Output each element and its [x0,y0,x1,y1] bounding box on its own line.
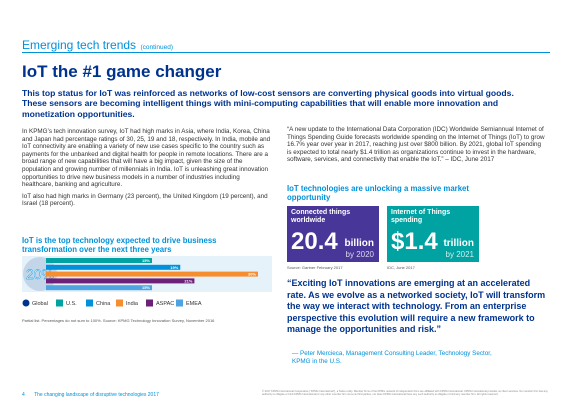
continued: (continued) [140,44,174,51]
bar-label: 30% [248,272,256,277]
bar [46,264,181,270]
stat-by: by 2020 [345,250,374,259]
bar-label: 19% [170,265,178,270]
section: Emerging tech trends [22,38,137,52]
stat-source: IDC, June 2017 [387,265,415,270]
lead: This top status for IoT was reinforced a… [22,88,514,119]
stat-label: Internet of Things spending [391,209,451,224]
stats: Connected things worldwide 20.4 billion … [287,206,487,272]
stat-unit: billion [344,238,374,249]
legend-swatch [146,299,153,307]
stat-unit: trillion [443,238,474,249]
paragraph: IoT also had high marks in Germany (23 p… [22,192,268,208]
bar [46,285,152,291]
legend-label: EMEA [186,301,202,307]
header: Emerging tech trends (continued) [22,36,173,54]
legend-label: U.S. [66,301,77,307]
stat-box: Internet of Things spending $1.4 trillio… [387,206,479,262]
bar-label: 15% [142,285,150,290]
stat-source: Source: Gartner February 2017 [287,265,343,270]
rule [22,52,550,53]
market-heading: IoT technologies are unlocking a massive… [287,184,469,202]
bar [46,271,258,277]
chart-note: Partial list. Percentages do not sum to … [22,318,215,323]
stat-number: 20.4 [291,228,338,255]
bar-label: 15% [142,258,150,263]
body: In KPMG’s tech innovation survey, IoT ha… [22,128,272,212]
legend-swatch [86,299,93,307]
stat-label: Connected things worldwide [291,209,351,224]
legend-label: China [96,301,111,307]
chart-title: IoT is the top technology expected to dr… [22,236,217,254]
legend-swatch [176,299,183,307]
legend-label: ASPAC [156,301,174,307]
legend-swatch [116,299,123,307]
bar [46,278,195,284]
attribution: — Peter Mercieca, Management Consulting … [292,350,492,365]
footer: 4 The changing landscape of disruptive t… [22,392,159,398]
stat-box: Connected things worldwide 20.4 billion … [287,206,379,262]
legend-label: India [126,301,139,307]
legend-label: Global [32,301,48,307]
idc-quote: “A new update to the International Data … [287,126,545,164]
legend-swatch [22,299,30,307]
page-number: 4 [22,392,25,398]
stat-number: $1.4 [391,228,438,255]
legend-swatch [56,299,63,307]
global-label: 20% [26,266,54,282]
title: IoT the #1 game changer [22,62,222,81]
stat-by: by 2021 [445,250,474,259]
chart: 20% 15% 19% 30% 21% 15% Global U.S. China India AS… [22,256,272,307]
bar-label: 21% [184,278,192,283]
legal: © 2017 KPMG International Cooperative (“… [262,390,548,397]
paragraph: In KPMG’s tech innovation survey, IoT ha… [22,128,271,189]
doc-title: The changing landscape of disruptive tec… [34,392,159,398]
bar [46,258,152,263]
quote: “Exciting IoT innovations are emerging a… [287,278,546,334]
